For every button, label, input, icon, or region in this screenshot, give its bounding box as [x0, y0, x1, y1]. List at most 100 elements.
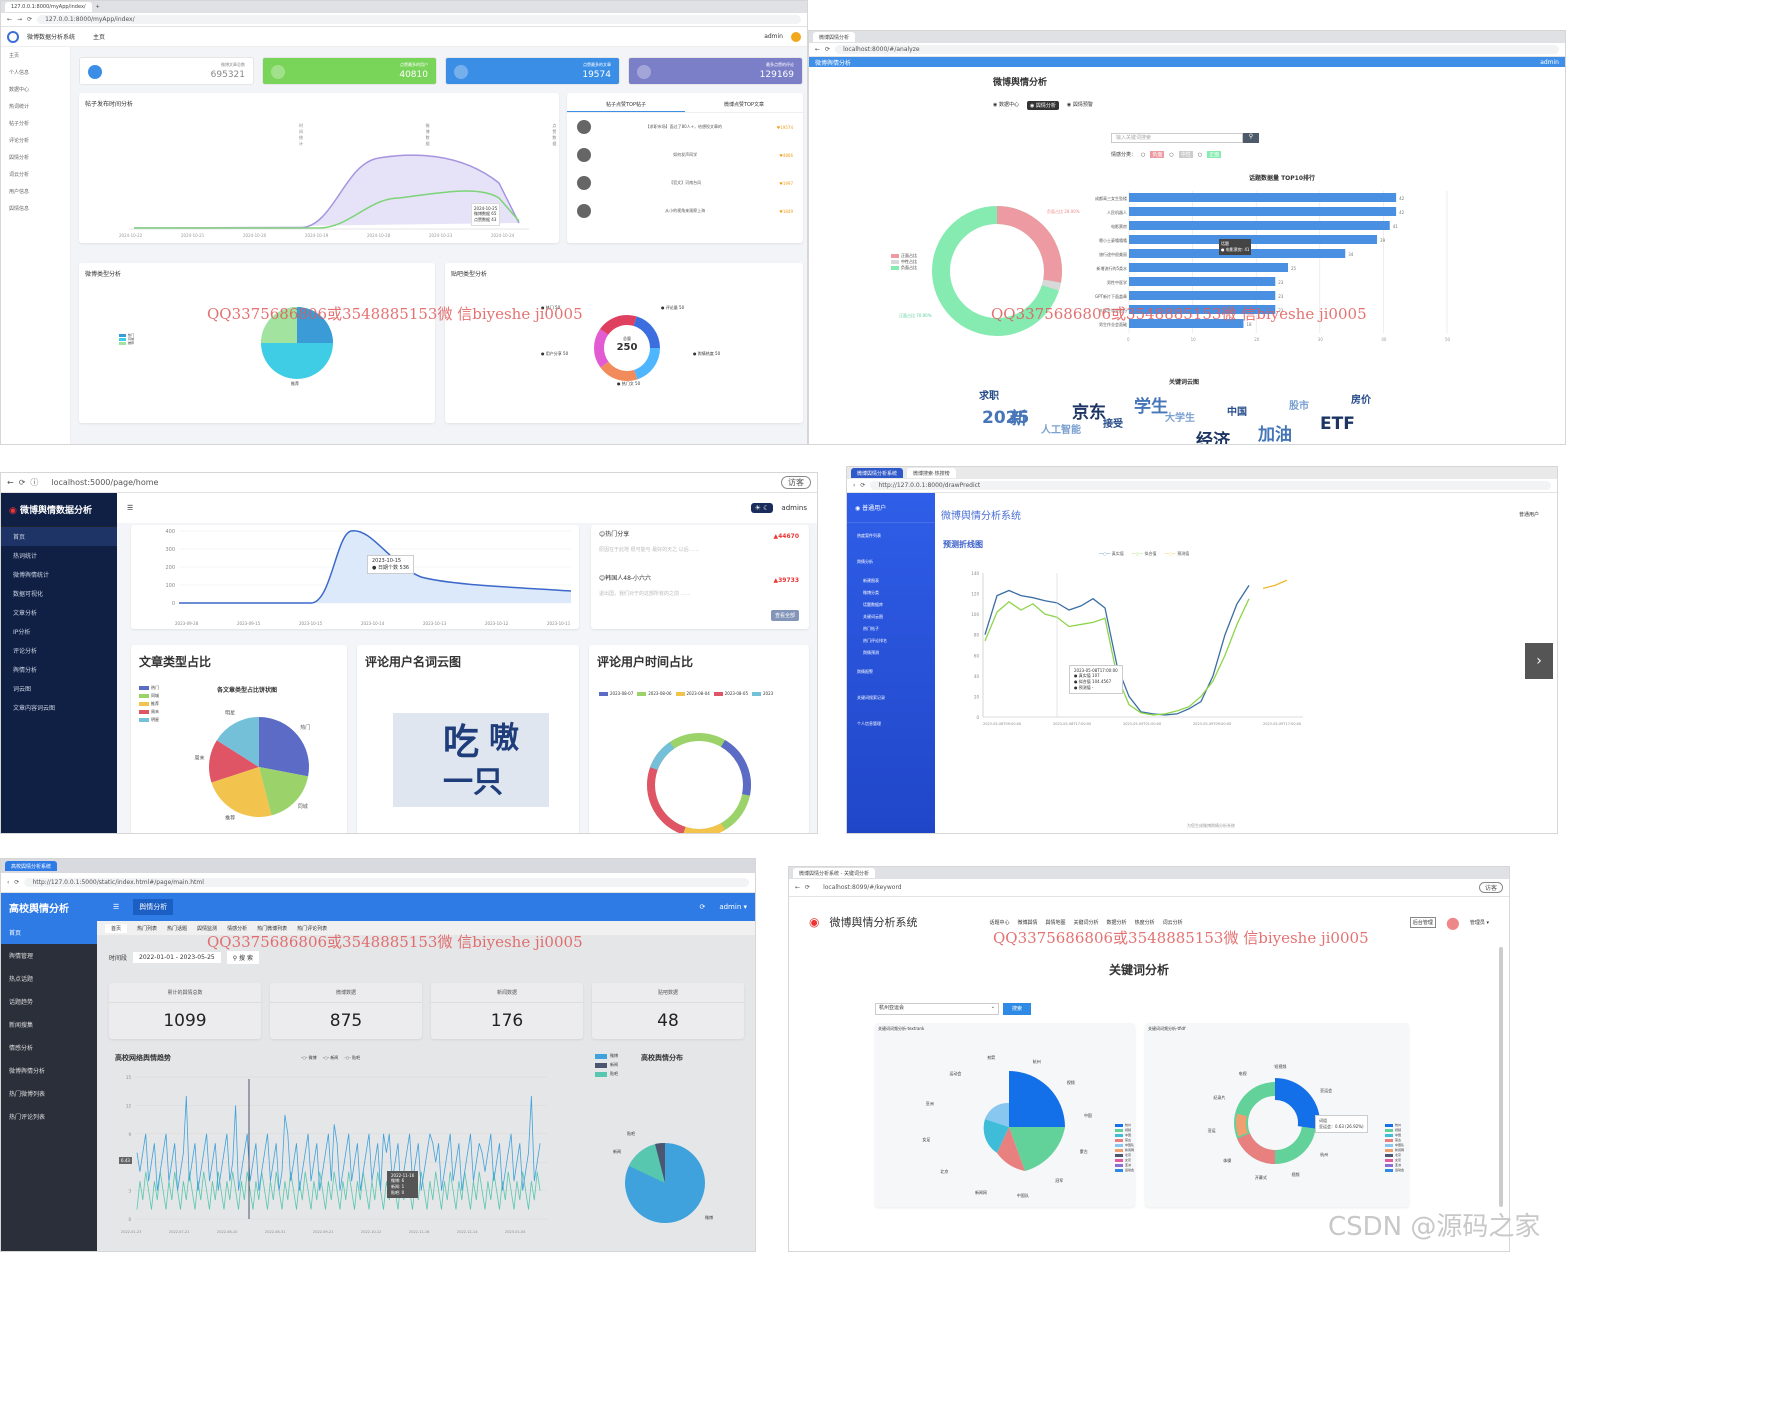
pie-slice[interactable]: [259, 767, 309, 816]
legend-item[interactable]: 明星: [139, 717, 159, 723]
sidebar-item[interactable]: 舆情分析: [9, 155, 30, 161]
sidebar-item[interactable]: 文章分析: [13, 610, 38, 617]
sidebar-item[interactable]: 评论分析: [13, 648, 38, 655]
list-item[interactable]: 从小的视角来观察上海 ♥1849: [567, 197, 803, 225]
avatar[interactable]: [791, 31, 801, 42]
sidebar-item[interactable]: 热度案件列表: [857, 533, 881, 538]
browser-tab[interactable]: 127.0.0.1:8000/myApp/index/: [5, 2, 92, 12]
legend-item[interactable]: 运动会: [1385, 1168, 1404, 1172]
filter-chip[interactable]: 正面: [1207, 151, 1222, 158]
reload-icon[interactable]: ⟳: [18, 478, 26, 487]
list-item[interactable]: 【求职市场】面过了80人+，给想投文章的 ♥19574: [567, 113, 803, 141]
user-badge[interactable]: 普通用户: [1518, 512, 1539, 518]
page-tab[interactable]: 舆情监测: [197, 925, 218, 932]
bar[interactable]: [1129, 193, 1397, 202]
list-tab[interactable]: 帖子点赞TOP帖子: [567, 93, 685, 112]
breadcrumb[interactable]: 主页: [93, 34, 106, 41]
legend-item[interactable]: 女足: [1115, 1158, 1134, 1162]
legend-item[interactable]: -○- 微博: [301, 1055, 317, 1061]
sidebar-item[interactable]: 微博分类: [863, 590, 879, 595]
sidebar-item[interactable]: 词云分析: [9, 172, 30, 178]
back-icon[interactable]: ‹: [853, 482, 856, 489]
user-menu[interactable]: admin: [764, 33, 783, 40]
sidebar-item[interactable]: 个人信息: [9, 70, 30, 76]
guest-pill[interactable]: 访客: [1478, 882, 1503, 893]
reload-icon[interactable]: ⟳: [27, 16, 33, 23]
legend-item[interactable]: 微博数据: [425, 123, 430, 146]
sidebar-item[interactable]: 评论分析: [9, 138, 30, 144]
bar[interactable]: [1129, 235, 1378, 244]
nav-item[interactable]: 舆情地图: [1045, 919, 1066, 926]
legend-item[interactable]: -○- 新闻: [323, 1055, 339, 1061]
page-tab[interactable]: 热门列表: [137, 925, 158, 932]
legend-item[interactable]: 蒙古: [1385, 1138, 1404, 1142]
legend-item[interactable]: —○— 拟合值: [1132, 551, 1157, 557]
sidebar-item[interactable]: 微博舆情分析: [9, 1068, 46, 1075]
sidebar-item[interactable]: 关键词搜索记录: [857, 695, 885, 700]
legend-item[interactable]: 点赞数据: [552, 123, 557, 146]
nav-tab[interactable]: ◉ 舆情分析: [1026, 101, 1059, 110]
legend-item[interactable]: 杭州: [1385, 1123, 1404, 1127]
legend-item[interactable]: 推荐: [119, 341, 134, 345]
nav-tab[interactable]: ◉ 舆情预警: [1066, 102, 1093, 108]
top-menu[interactable]: 舆情分析: [133, 899, 174, 915]
legend-item[interactable]: 推荐: [139, 701, 159, 707]
browser-tab[interactable]: 微博舆情分析: [813, 32, 856, 42]
sidebar-item[interactable]: 情感分析: [9, 1045, 34, 1052]
legend-item[interactable]: -○- 贴吧: [344, 1055, 360, 1061]
view-all-button[interactable]: 查看全部: [770, 610, 799, 621]
legend-item[interactable]: 热门: [119, 333, 134, 337]
filter-chip[interactable]: 中性: [1178, 151, 1193, 158]
sidebar-item[interactable]: 文章内容词云图: [13, 705, 56, 712]
sidebar-item[interactable]: 舆情报警: [857, 669, 873, 674]
theme-toggle[interactable]: ☀ ☾: [750, 503, 774, 513]
legend-item[interactable]: 蒙古: [1115, 1138, 1134, 1142]
sidebar-item[interactable]: 舆情预测: [863, 650, 879, 655]
search-button[interactable]: 搜索: [1003, 1003, 1031, 1015]
sidebar-item[interactable]: 热点话题: [9, 976, 34, 983]
sidebar-item[interactable]: 热门微博列表: [9, 1091, 46, 1098]
admin-button[interactable]: 后台管理: [1409, 916, 1436, 928]
user-menu[interactable]: admin ▾: [719, 903, 747, 911]
sidebar-item[interactable]: 热词统计: [9, 104, 30, 110]
sidebar-item[interactable]: 舆情分析: [13, 667, 38, 674]
nav-tab[interactable]: ◉ 数据中心: [993, 102, 1019, 108]
bar[interactable]: [1129, 319, 1244, 328]
back-icon[interactable]: ←: [7, 16, 13, 23]
browser-tab[interactable]: 微博搜索·热搜榜: [907, 468, 956, 478]
bar[interactable]: [1129, 221, 1390, 230]
back-icon[interactable]: ‹: [7, 879, 10, 886]
page-tab[interactable]: 首页: [105, 923, 128, 933]
legend-item[interactable]: 正面占比: [891, 253, 917, 259]
list-item[interactable]: 😊热门分享 ▲44670 原因在于此地 很可能与 最好的天之 以后……: [599, 529, 799, 553]
browser-tab[interactable]: 微博舆情分析系统 - 关键词分析: [793, 868, 875, 878]
legend-item[interactable]: 中国队: [1385, 1143, 1404, 1147]
radio-icon[interactable]: ○: [1197, 151, 1203, 158]
legend-item[interactable]: 北京: [1385, 1153, 1404, 1157]
browser-tab[interactable]: 微博舆情分析系统: [851, 468, 904, 478]
sidebar-item[interactable]: 热门帖子: [863, 626, 879, 631]
legend-item[interactable]: 2023-08-07: [599, 691, 633, 696]
nav-item[interactable]: 关键词分析: [1073, 919, 1099, 926]
legend-item[interactable]: 运动会: [1115, 1168, 1134, 1172]
refresh-icon[interactable]: ⟳: [699, 903, 706, 911]
page-tab[interactable]: 热门微博列表: [257, 925, 288, 932]
nav-item[interactable]: 话题中心: [989, 919, 1010, 926]
nav-item[interactable]: 热度分析: [1134, 919, 1155, 926]
legend-item[interactable]: —○— 真实值: [1099, 551, 1124, 557]
page-tab[interactable]: 情感分析: [227, 925, 248, 932]
legend-item[interactable]: 时间统计: [299, 123, 303, 146]
pie-slice[interactable]: [259, 717, 309, 777]
sidebar-item[interactable]: 新闻搜集: [9, 1022, 34, 1029]
list-item[interactable]: 如何发声同学 ♥4866: [567, 141, 803, 169]
bar[interactable]: [1129, 305, 1276, 314]
menu-icon[interactable]: ☰: [127, 504, 134, 512]
legend-item[interactable]: 新闻: [595, 1062, 618, 1068]
reload-icon[interactable]: ⟳: [860, 482, 866, 489]
url-input[interactable]: localhost:5000/page/home: [51, 478, 159, 487]
bar[interactable]: [1129, 277, 1276, 286]
sidebar-item[interactable]: 舆情分析: [857, 559, 873, 564]
legend-item[interactable]: 北京: [1115, 1153, 1134, 1157]
time-range-input[interactable]: 2022-01-01 - 2023-05-25: [133, 952, 221, 963]
pie-slice[interactable]: [209, 740, 259, 783]
